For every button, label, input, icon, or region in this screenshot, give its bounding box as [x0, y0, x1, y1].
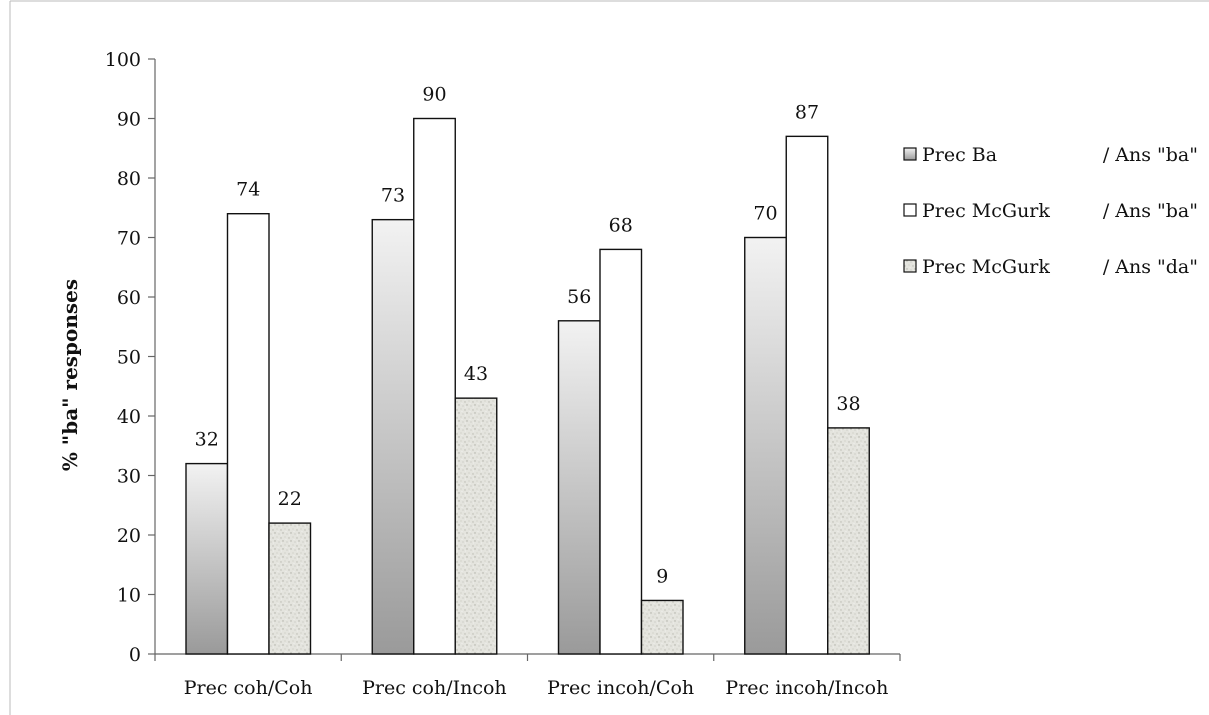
bar-data-label: 74: [236, 179, 260, 201]
legend-swatch: [903, 203, 917, 217]
bars: [185, 117, 870, 655]
bar-data-label: 9: [656, 565, 668, 587]
bar-data-label: 87: [795, 101, 819, 123]
legend-swatch: [903, 147, 917, 161]
bar-series-2-3: [599, 248, 643, 655]
legend: Prec Ba / Ans "ba" Prec McGurk / Ans "ba" Pr…: [903, 144, 1198, 278]
bar-series-2-4: [785, 135, 829, 655]
y-axis: 0 10 20 30 40 50 60 70 80 90 100: [105, 49, 156, 666]
bar-series-1-1: [185, 462, 229, 655]
x-axis: Prec coh/Coh Prec coh/Incoh Prec incoh/Coh…: [154, 653, 901, 699]
y-axis-title: % "ba" responses: [58, 279, 82, 471]
y-tick-label: 90: [117, 109, 141, 131]
y-tick-label: 40: [117, 406, 141, 428]
legend-swatch: [903, 259, 917, 273]
bar-data-label: 70: [753, 203, 777, 225]
bar-series-3-1: [268, 522, 312, 655]
y-tick-label: 10: [117, 585, 141, 607]
bar-series-1-3: [557, 320, 601, 655]
bar-data-label: 38: [836, 393, 860, 415]
bar-series-3-3: [640, 599, 684, 655]
x-tick-label: Prec coh/Coh: [184, 677, 313, 699]
y-tick-label: 60: [117, 287, 141, 309]
bar-series-3-2: [454, 397, 498, 655]
bar-labels: 32 73 56 70 74 90 68 87 22 43 9 38: [195, 84, 861, 588]
y-tick-label: 70: [117, 228, 141, 250]
y-tick-label: 30: [117, 466, 141, 488]
y-tick-label: 100: [105, 49, 141, 71]
y-tick-label: 0: [129, 644, 141, 666]
y-tick-label: 50: [117, 347, 141, 369]
legend-series-name: Prec Ba: [922, 144, 997, 166]
bar-series-1-4: [744, 236, 787, 655]
bar-series-2-2: [413, 117, 456, 655]
bar-series-1-2: [371, 218, 415, 655]
bar-data-label: 43: [464, 363, 488, 385]
legend-series-suffix: / Ans "ba": [1103, 144, 1198, 166]
bar-series-2-1: [226, 212, 270, 655]
bar-data-label: 68: [609, 214, 633, 236]
bar-data-label: 22: [278, 488, 302, 510]
bar-data-label: 32: [195, 429, 219, 451]
y-tick-label: 80: [117, 168, 141, 190]
x-tick-label: Prec incoh/Coh: [547, 677, 694, 699]
legend-series-name: Prec McGurk: [922, 200, 1050, 222]
legend-series-name: Prec McGurk: [922, 256, 1050, 278]
legend-series-suffix: / Ans "ba": [1103, 200, 1198, 222]
x-tick-label: Prec incoh/Incoh: [725, 677, 888, 699]
x-tick-label: Prec coh/Incoh: [362, 677, 507, 699]
bar-series-3-4: [827, 427, 870, 655]
legend-series-suffix: / Ans "da": [1103, 256, 1198, 278]
bar-data-label: 90: [422, 84, 446, 106]
y-tick-label: 20: [117, 525, 141, 547]
bar-data-label: 56: [567, 286, 591, 308]
bar-data-label: 73: [381, 185, 405, 207]
